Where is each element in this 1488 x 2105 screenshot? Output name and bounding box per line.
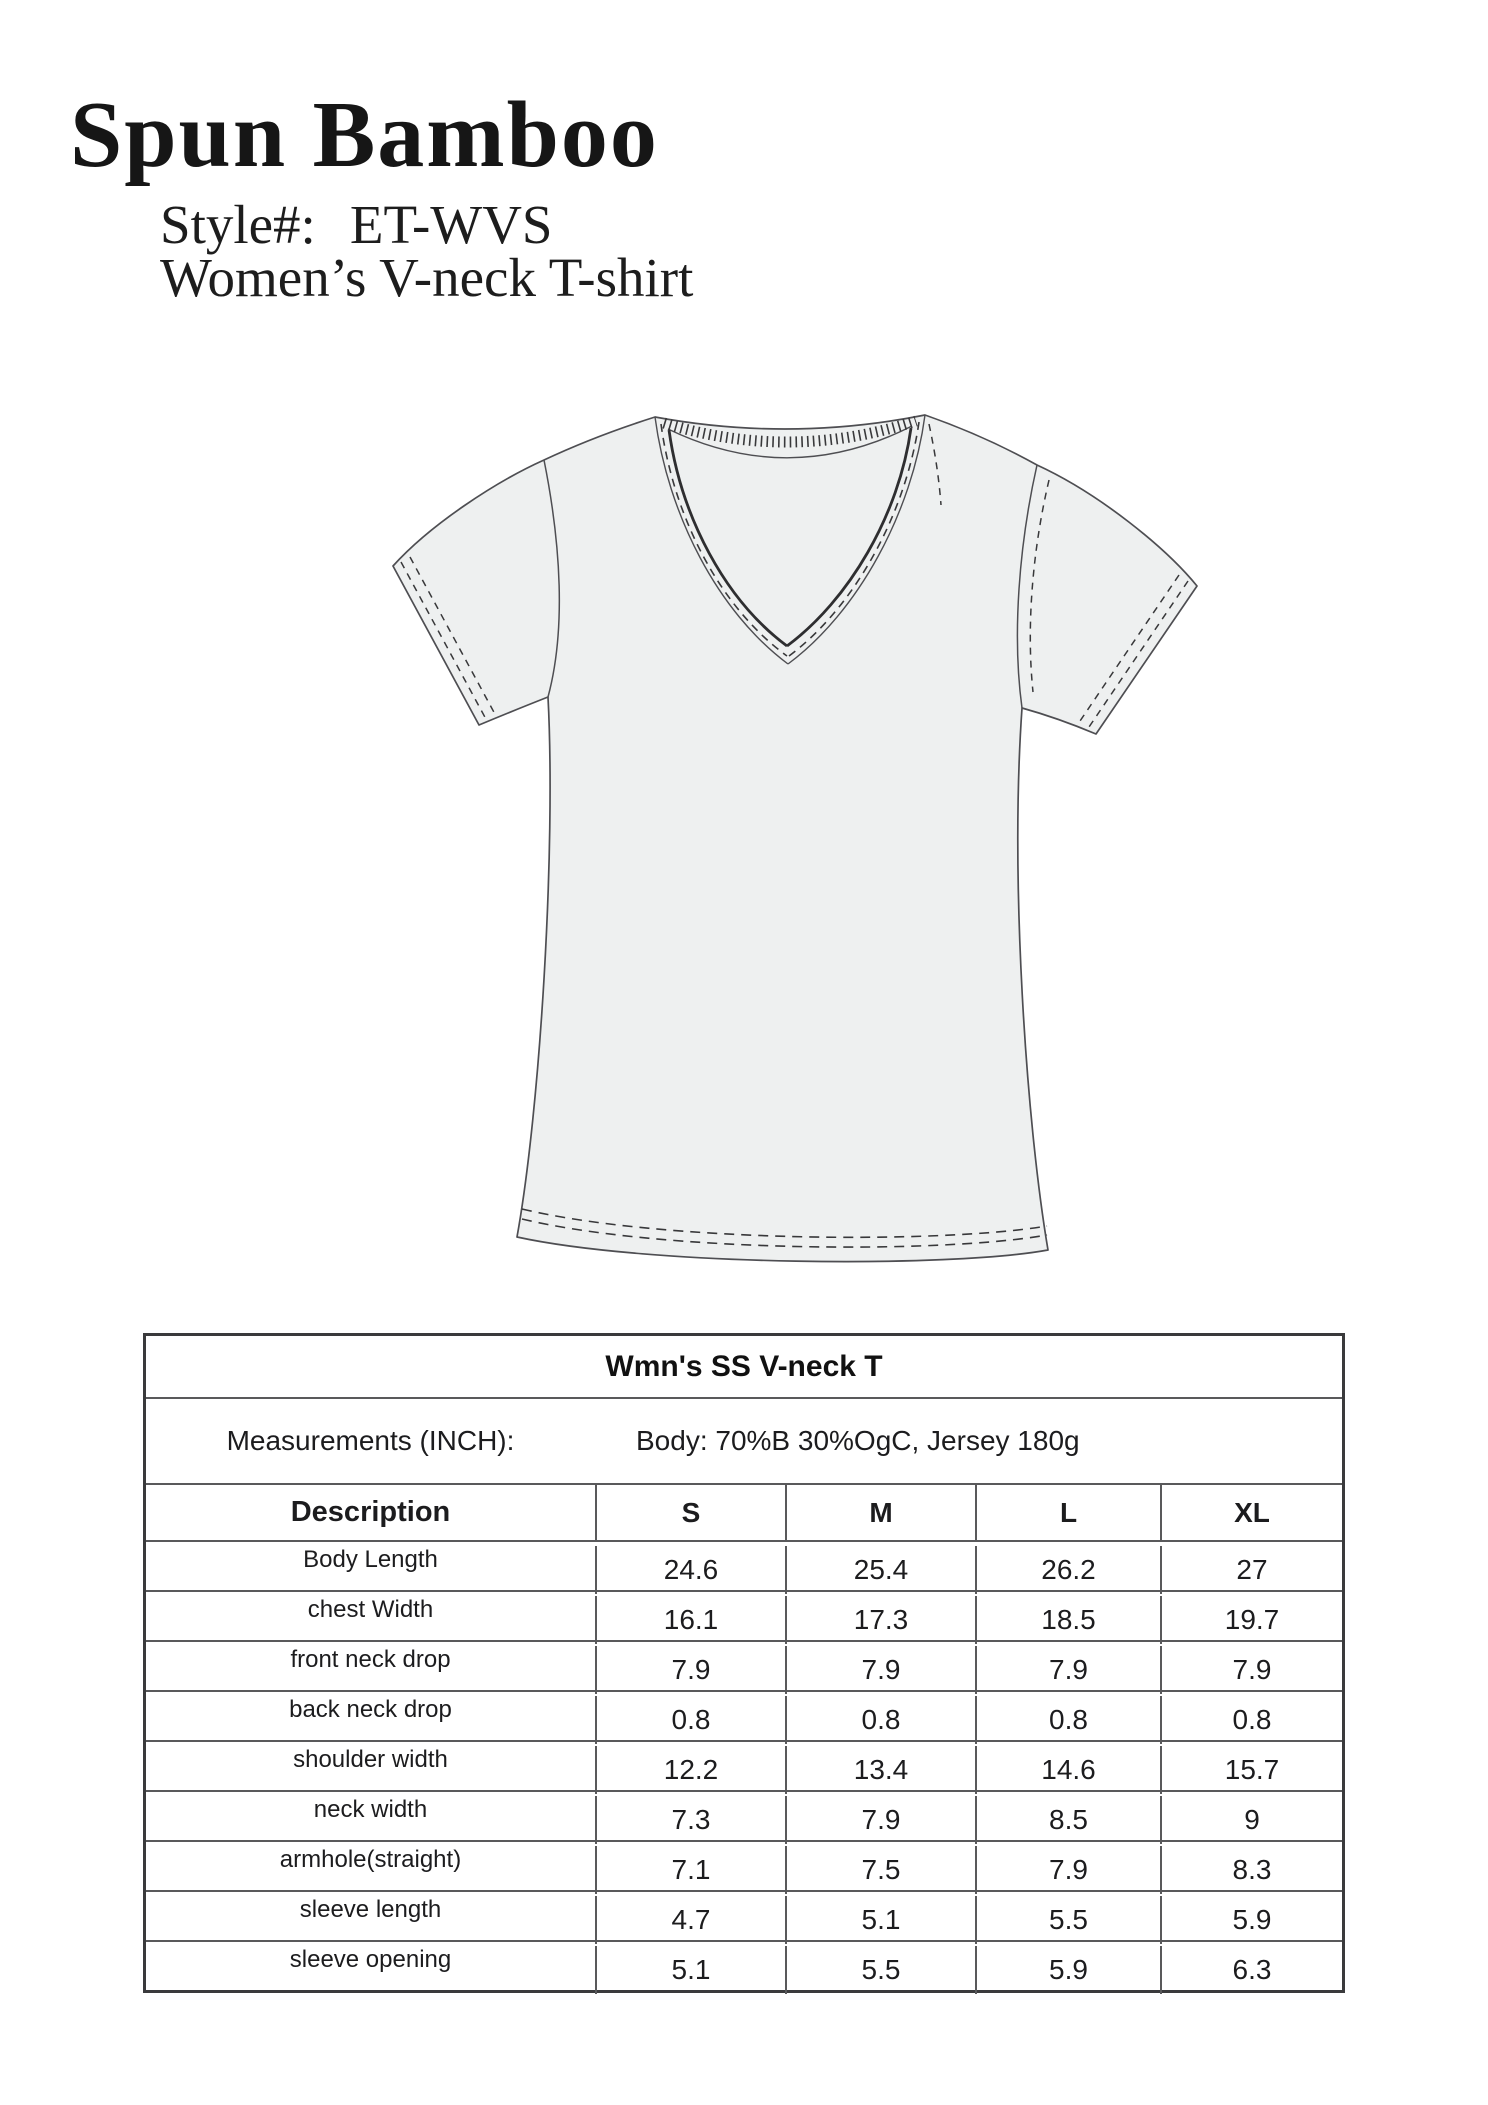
spec-table-header-row: Description S M L XL: [146, 1483, 1342, 1540]
row-value: 5.9: [975, 1946, 1160, 1994]
spec-table-title: Wmn's SS V-neck T: [605, 1349, 883, 1383]
measurements-unit-label: Measurements (INCH):: [226, 1425, 515, 1456]
row-value: 15.7: [1160, 1746, 1342, 1794]
row-value: 8.5: [975, 1796, 1160, 1844]
collar-inner-edge: [667, 425, 913, 459]
collar-tick-stitching: [662, 415, 918, 448]
right-sleeve-hem-stitch: [1079, 574, 1189, 728]
row-value: 0.8: [1160, 1696, 1342, 1744]
column-header-size-m: M: [785, 1485, 975, 1540]
row-value: 7.1: [595, 1846, 785, 1894]
row-value: 5.9: [1160, 1896, 1342, 1944]
table-row: shoulder width 12.2 13.4 14.6 15.7: [146, 1740, 1342, 1794]
row-value: 7.9: [975, 1846, 1160, 1894]
row-value: 18.5: [975, 1596, 1160, 1644]
row-value: 7.9: [975, 1646, 1160, 1694]
tshirt-illustration: [392, 414, 1198, 1263]
tshirt-outline: [392, 414, 1198, 1263]
row-value: 8.3: [1160, 1846, 1342, 1894]
style-and-product-block: Style#: ET-WVS Women’s V-neck T-shirt: [160, 194, 694, 308]
style-number-line: Style#: ET-WVS: [160, 194, 693, 255]
row-value: 7.9: [785, 1796, 975, 1844]
row-value: 9: [1160, 1796, 1342, 1844]
right-shoulder-stitch: [928, 423, 942, 506]
vneck-stitch-left: [660, 423, 788, 657]
row-value: 5.5: [975, 1896, 1160, 1944]
row-label: sleeve opening: [289, 1946, 452, 1973]
table-row: chest Width 16.1 17.3 18.5 19.7: [146, 1590, 1342, 1644]
row-label: sleeve length: [299, 1896, 442, 1923]
row-value: 7.3: [595, 1796, 785, 1844]
row-value: 12.2: [595, 1746, 785, 1794]
vneck-outer-right: [787, 414, 926, 665]
row-label: shoulder width: [293, 1746, 448, 1773]
row-value: 5.1: [785, 1896, 975, 1944]
row-label: chest Width: [307, 1596, 434, 1623]
vneck-inner-seam-right: [786, 427, 913, 648]
table-row: front neck drop 7.9 7.9 7.9 7.9: [146, 1640, 1342, 1694]
left-sleeve-hem-stitch: [400, 556, 497, 722]
row-value: 25.4: [785, 1546, 975, 1594]
row-value: 5.5: [785, 1946, 975, 1994]
right-armhole-seam: [1016, 464, 1038, 709]
vneck-stitch-right: [788, 421, 920, 657]
row-label: front neck drop: [290, 1646, 451, 1673]
row-value: 7.9: [595, 1646, 785, 1694]
spec-table: Wmn's SS V-neck T Measurements (INCH): B…: [143, 1333, 1345, 1994]
row-value: 16.1: [595, 1596, 785, 1644]
spec-table-title-row: Wmn's SS V-neck T: [146, 1336, 1342, 1397]
column-header-description: Description: [290, 1496, 451, 1528]
style-value: ET-WVS: [349, 194, 553, 255]
row-value: 4.7: [595, 1896, 785, 1944]
row-value: 27: [1160, 1546, 1342, 1594]
row-value: 26.2: [975, 1546, 1160, 1594]
row-value: 6.3: [1160, 1946, 1342, 1994]
row-value: 13.4: [785, 1746, 975, 1794]
row-value: 0.8: [595, 1696, 785, 1744]
row-value: 0.8: [975, 1696, 1160, 1744]
row-value: 14.6: [975, 1746, 1160, 1794]
table-row: neck width 7.3 7.9 8.5 9: [146, 1790, 1342, 1844]
product-name: Women’s V-neck T-shirt: [160, 247, 694, 308]
row-value: 17.3: [785, 1596, 975, 1644]
row-value: 7.5: [785, 1846, 975, 1894]
row-value: 5.1: [595, 1946, 785, 1994]
brand-title: Spun Bamboo: [70, 83, 659, 187]
row-value: 7.9: [1160, 1646, 1342, 1694]
row-value: 24.6: [595, 1546, 785, 1594]
bottom-hem-stitch: [521, 1208, 1048, 1248]
column-header-size-xl: XL: [1160, 1485, 1342, 1540]
row-label: Body Length: [303, 1546, 438, 1573]
table-row: armhole(straight) 7.1 7.5 7.9 8.3: [146, 1840, 1342, 1894]
row-label: neck width: [313, 1796, 428, 1823]
row-value: 0.8: [785, 1696, 975, 1744]
table-row: sleeve opening 5.1 5.5 5.9 6.3: [146, 1940, 1342, 1994]
table-row: back neck drop 0.8 0.8 0.8 0.8: [146, 1690, 1342, 1744]
row-value: 19.7: [1160, 1596, 1342, 1644]
style-label: Style#:: [160, 194, 316, 255]
row-label: back neck drop: [289, 1696, 452, 1723]
fabric-composition: Body: 70%B 30%OgC, Jersey 180g: [636, 1425, 1080, 1456]
vneck-inner-seam-left: [667, 429, 788, 648]
table-row: Body Length 24.6 25.4 26.2 27: [146, 1540, 1342, 1594]
spec-table-measurements-row: Measurements (INCH): Body: 70%B 30%OgC, …: [146, 1397, 1342, 1483]
column-header-size-l: L: [975, 1485, 1160, 1540]
right-armhole-stitch: [1029, 479, 1050, 693]
table-row: sleeve length 4.7 5.1 5.5 5.9: [146, 1890, 1342, 1944]
row-label: armhole(straight): [279, 1846, 462, 1873]
row-value: 7.9: [785, 1646, 975, 1694]
vneck-outer-left: [654, 416, 789, 665]
left-armhole-seam: [543, 459, 561, 698]
column-header-size-s: S: [595, 1485, 785, 1540]
